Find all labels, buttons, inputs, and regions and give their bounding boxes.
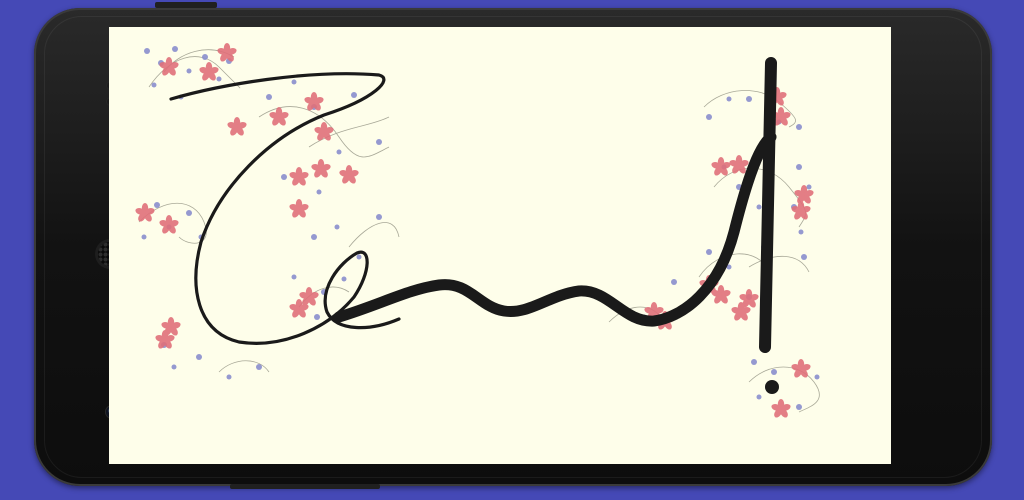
phone-bezel: [44, 16, 982, 478]
jeem-stroke: [169, 72, 401, 345]
dot-decorations: [141, 46, 820, 410]
vine-decorations: [138, 49, 820, 413]
wave-stroke: [333, 131, 777, 327]
calligraphy-canvas: [134, 43, 820, 419]
calligraphy-dot: [765, 380, 779, 394]
calligraphy-strokes: [169, 57, 779, 394]
alif-stroke: [759, 57, 777, 353]
power-button[interactable]: [155, 2, 217, 8]
volume-button[interactable]: [230, 484, 380, 489]
app-screen[interactable]: [109, 27, 891, 464]
flower-decorations: [134, 43, 815, 419]
